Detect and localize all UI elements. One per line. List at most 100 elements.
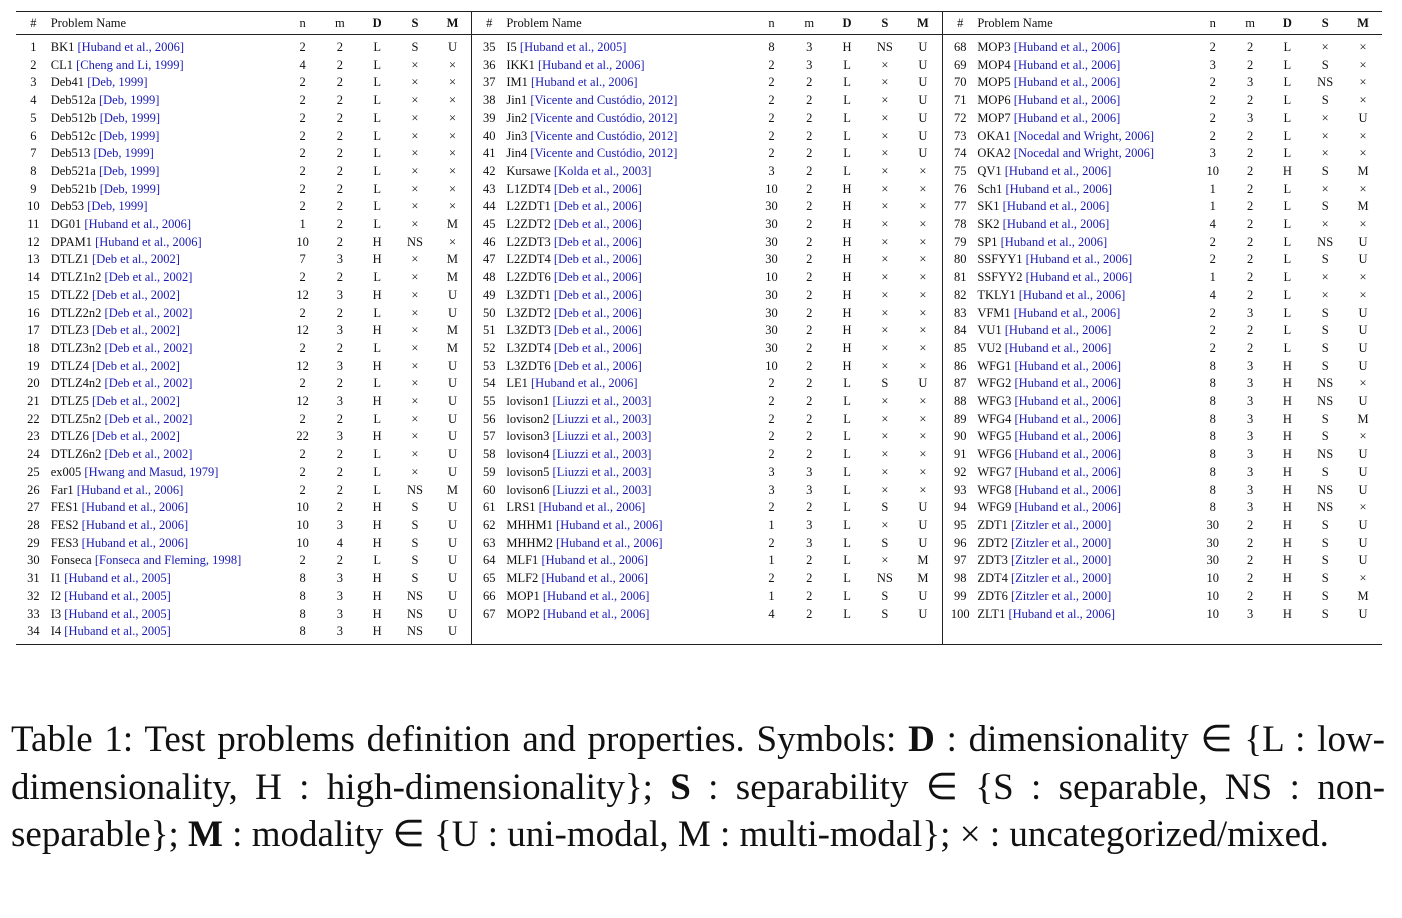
citation-link[interactable]: [Huband et al., 2006]	[1014, 376, 1122, 391]
citation-link[interactable]: [Huband et al., 2006]	[1018, 287, 1126, 302]
citation-link[interactable]: [Liuzzi et al., 2003]	[552, 464, 652, 479]
citation-link[interactable]: [Nocedal and Wright, 2006]	[1013, 146, 1154, 161]
citation-link[interactable]: [Huband et al., 2006]	[556, 535, 663, 550]
citation-link[interactable]: [Deb et al., 2002]	[104, 340, 193, 355]
citation-link[interactable]: [Huband et al., 2006]	[81, 500, 189, 515]
citation-link[interactable]: [Huband et al., 2006]	[1013, 110, 1121, 125]
citation-link[interactable]: [Zitzler et al., 2000]	[1011, 535, 1112, 550]
citation-link[interactable]: [Huband et al., 2006]	[1013, 75, 1121, 90]
citation-link[interactable]: [Huband et al., 2006]	[542, 588, 650, 603]
citation-link[interactable]: [Huband et al., 2006]	[77, 40, 185, 54]
citation-link[interactable]: [Deb et al., 2002]	[104, 411, 193, 426]
citation-link[interactable]: [Deb, 1999]	[98, 128, 160, 143]
citation-link[interactable]: [Huband et al., 2006]	[541, 553, 649, 568]
citation-link[interactable]: [Deb et al., 2002]	[92, 394, 180, 409]
citation-link[interactable]: [Zitzler et al., 2000]	[1011, 588, 1112, 603]
citation-link[interactable]: [Deb, 1999]	[98, 93, 160, 108]
citation-link[interactable]: [Zitzler et al., 2000]	[1011, 553, 1112, 568]
citation-link[interactable]: [Deb et al., 2002]	[104, 447, 193, 462]
citation-link[interactable]: [Huband et al., 2006]	[1014, 482, 1122, 497]
citation-link[interactable]: [Huband et al., 2006]	[84, 217, 191, 232]
citation-link[interactable]: [Liuzzi et al., 2003]	[552, 411, 652, 426]
citation-link[interactable]: [Huband et al., 2005]	[64, 624, 171, 639]
citation-link[interactable]: [Huband et al., 2006]	[1008, 606, 1116, 621]
citation-link[interactable]: [Huband et al., 2006]	[538, 500, 646, 515]
citation-link[interactable]: [Vicente and Custódio, 2012]	[530, 110, 678, 125]
citation-link[interactable]: [Huband et al., 2006]	[81, 535, 189, 550]
citation-link[interactable]: [Huband et al., 2006]	[1013, 93, 1121, 108]
citation-link[interactable]: [Deb et al., 2002]	[104, 376, 193, 391]
citation-link[interactable]: [Huband et al., 2006]	[542, 606, 650, 621]
citation-link[interactable]: [Huband et al., 2006]	[1002, 217, 1110, 232]
citation-link[interactable]: [Huband et al., 2006]	[556, 517, 663, 532]
citation-link[interactable]: [Huband et al., 2006]	[1002, 199, 1110, 214]
citation-link[interactable]: [Kolda et al., 2003]	[553, 163, 652, 178]
citation-link[interactable]: [Deb, 1999]	[93, 146, 154, 161]
citation-link[interactable]: [Deb, 1999]	[99, 181, 161, 196]
citation-link[interactable]: [Huband et al., 2006]	[537, 57, 645, 72]
citation-link[interactable]: [Huband et al., 2005]	[64, 571, 171, 586]
citation-link[interactable]: [Huband et al., 2005]	[64, 606, 171, 621]
citation-link[interactable]: [Huband et al., 2006]	[1025, 252, 1133, 267]
citation-link[interactable]: [Deb et al., 2006]	[553, 199, 642, 214]
citation-link[interactable]: [Deb et al., 2006]	[553, 252, 642, 267]
citation-link[interactable]: [Deb, 1999]	[87, 75, 148, 90]
citation-link[interactable]: [Huband et al., 2006]	[81, 517, 189, 532]
citation-link[interactable]: [Deb, 1999]	[98, 163, 160, 178]
citation-link[interactable]: [Deb et al., 2002]	[104, 305, 193, 320]
citation-link[interactable]: [Huband et al., 2006]	[76, 482, 184, 497]
citation-link[interactable]: [Huband et al., 2006]	[1014, 429, 1122, 444]
citation-link[interactable]: [Liuzzi et al., 2003]	[552, 429, 652, 444]
citation-link[interactable]: [Zitzler et al., 2000]	[1011, 571, 1112, 586]
citation-link[interactable]: [Huband et al., 2006]	[1014, 500, 1122, 515]
citation-link[interactable]: [Huband et al., 2006]	[95, 234, 202, 249]
citation-link[interactable]: [Liuzzi et al., 2003]	[552, 482, 652, 497]
citation-link[interactable]: [Deb, 1999]	[87, 199, 148, 214]
citation-link[interactable]: [Deb et al., 2006]	[553, 358, 642, 373]
citation-link[interactable]: [Huband et al., 2006]	[1013, 305, 1121, 320]
citation-link[interactable]: [Cheng and Li, 1999]	[76, 57, 184, 72]
citation-link[interactable]: [Deb et al., 2006]	[553, 181, 642, 196]
citation-link[interactable]: [Deb et al., 2006]	[553, 270, 642, 285]
citation-link[interactable]: [Huband et al., 2006]	[1013, 40, 1121, 54]
citation-link[interactable]: [Deb et al., 2002]	[92, 287, 180, 302]
citation-link[interactable]: [Huband et al., 2006]	[1004, 323, 1112, 338]
citation-link[interactable]: [Huband et al., 2006]	[541, 571, 649, 586]
citation-link[interactable]: [Deb et al., 2006]	[553, 305, 642, 320]
citation-link[interactable]: [Deb et al., 2002]	[104, 270, 193, 285]
citation-link[interactable]: [Huband et al., 2006]	[1000, 234, 1108, 249]
citation-link[interactable]: [Liuzzi et al., 2003]	[552, 447, 652, 462]
citation-link[interactable]: [Hwang and Masud, 1979]	[84, 464, 219, 479]
citation-link[interactable]: [Vicente and Custódio, 2012]	[530, 93, 678, 108]
citation-link[interactable]: [Deb et al., 2002]	[92, 358, 180, 373]
citation-link[interactable]: [Deb et al., 2006]	[553, 287, 642, 302]
citation-link[interactable]: [Deb et al., 2006]	[553, 234, 642, 249]
citation-link[interactable]: [Huband et al., 2006]	[1014, 394, 1122, 409]
citation-link[interactable]: [Zitzler et al., 2000]	[1011, 517, 1112, 532]
citation-link[interactable]: [Deb et al., 2006]	[553, 217, 642, 232]
citation-link[interactable]: [Huband et al., 2006]	[1004, 340, 1112, 355]
citation-link[interactable]: [Huband et al., 2006]	[1014, 411, 1122, 426]
citation-link[interactable]: [Vicente and Custódio, 2012]	[530, 128, 678, 143]
citation-link[interactable]: [Huband et al., 2006]	[1025, 270, 1133, 285]
citation-link[interactable]: [Liuzzi et al., 2003]	[552, 394, 652, 409]
citation-link[interactable]: [Huband et al., 2006]	[531, 376, 638, 391]
citation-link[interactable]: [Deb et al., 2002]	[92, 429, 180, 444]
citation-link[interactable]: [Huband et al., 2005]	[519, 40, 627, 54]
citation-link[interactable]: [Huband et al., 2006]	[1014, 358, 1122, 373]
citation-link[interactable]: [Deb et al., 2002]	[92, 252, 180, 267]
citation-link[interactable]: [Huband et al., 2006]	[1004, 163, 1112, 178]
citation-link[interactable]: [Deb et al., 2006]	[553, 323, 642, 338]
citation-link[interactable]: [Deb et al., 2006]	[553, 340, 642, 355]
citation-link[interactable]: [Huband et al., 2006]	[1013, 57, 1121, 72]
citation-link[interactable]: [Nocedal and Wright, 2006]	[1013, 128, 1154, 143]
citation-link[interactable]: [Huband et al., 2006]	[1014, 464, 1122, 479]
citation-link[interactable]: [Huband et al., 2006]	[531, 75, 638, 90]
citation-link[interactable]: [Huband et al., 2005]	[64, 588, 171, 603]
citation-link[interactable]: [Vicente and Custódio, 2012]	[530, 146, 678, 161]
citation-link[interactable]: [Deb et al., 2002]	[92, 323, 180, 338]
citation-link[interactable]: [Huband et al., 2006]	[1005, 181, 1113, 196]
citation-link[interactable]: [Deb, 1999]	[99, 110, 161, 125]
citation-link[interactable]: [Fonseca and Fleming, 1998]	[94, 553, 242, 568]
citation-link[interactable]: [Huband et al., 2006]	[1014, 447, 1122, 462]
